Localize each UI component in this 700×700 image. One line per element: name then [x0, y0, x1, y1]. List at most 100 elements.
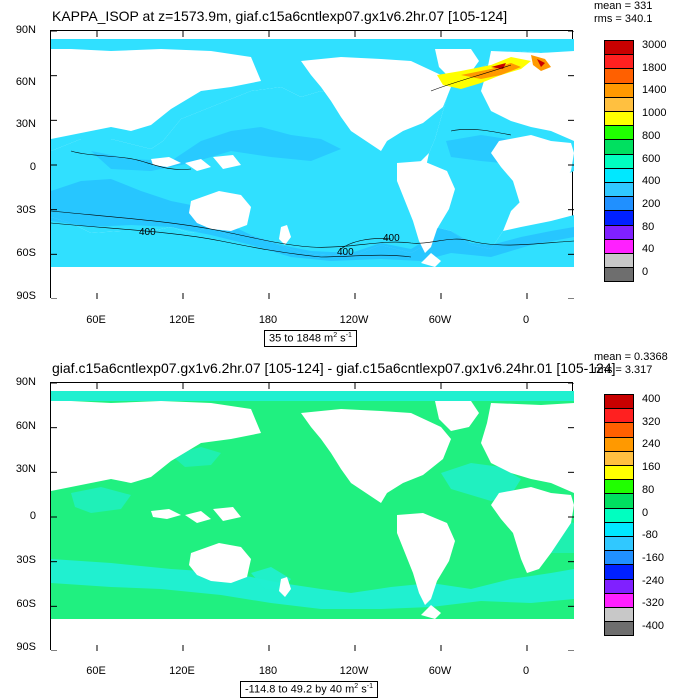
colorbar-swatch — [604, 507, 634, 523]
panel1-range-box: 35 to 1848 m2 s-1 — [264, 330, 357, 347]
panel1-mean: mean = 331 — [594, 0, 653, 12]
panel2-lon-label: 120W — [339, 665, 369, 677]
panel1-lon-label: 60W — [428, 314, 452, 326]
panel2-map-svg — [51, 383, 574, 651]
colorbar-swatch — [604, 564, 634, 580]
panel2-stats: mean = 0.3368 rms = 3.317 — [594, 351, 668, 377]
panel2-range-unit: s — [358, 683, 367, 696]
colorbar-swatch — [604, 253, 634, 269]
colorbar-swatch — [604, 479, 634, 495]
colorbar-swatch — [604, 40, 634, 56]
panel2-range-box: -114.8 to 49.2 by 40 m2 s-1 — [240, 681, 378, 698]
colorbar-swatch — [604, 578, 634, 594]
panel1-range-unit: s — [337, 332, 346, 345]
panel1-lat-label: 90S — [16, 290, 36, 302]
panel2-lon-label: 0 — [522, 665, 530, 677]
panel2-rms: rms = 3.317 — [594, 364, 653, 376]
panel1-lat-label: 30N — [15, 118, 36, 130]
colorbar-label: 400 — [642, 175, 661, 188]
colorbar-label: -400 — [642, 620, 665, 633]
panel1-lon-label: 60E — [86, 314, 106, 326]
colorbar-swatch — [604, 436, 634, 452]
colorbar-swatch — [604, 536, 634, 552]
panel2-range-exp: 2 — [354, 683, 359, 690]
colorbar-label: 240 — [642, 438, 661, 451]
panel1-colorbar: 3000 1800 1400 1000 800 600 400 200 80 40 0 — [604, 39, 694, 290]
colorbar-swatch — [604, 182, 634, 198]
colorbar-label: 40 — [642, 243, 655, 256]
colorbar-label: 1800 — [642, 61, 667, 74]
panel2-lat-label: 90N — [15, 376, 36, 388]
colorbar-swatch — [604, 607, 634, 623]
panel2-lon-label: 180 — [258, 665, 278, 677]
panel2-lat-label: 0 — [29, 510, 36, 522]
colorbar-label: 600 — [642, 152, 661, 165]
colorbar-label: 1400 — [642, 84, 667, 97]
panel2-lat-label: 60S — [16, 598, 36, 610]
panel1-range-exp: 2 — [333, 332, 338, 339]
panel2-lat-label: 90S — [16, 641, 36, 653]
panel1-lon-label: 0 — [522, 314, 530, 326]
panel2-range-text: -114.8 to 49.2 by 40 m — [245, 683, 355, 696]
panel2-lon-label: 60W — [428, 665, 452, 677]
panel1-rms: rms = 340.1 — [594, 13, 653, 25]
panel1-contour-label: 400 — [383, 233, 400, 244]
panel1-stats: mean = 331 rms = 340.1 — [594, 0, 652, 26]
panel1-map[interactable]: 400 400 400 — [50, 30, 574, 299]
colorbar-label: 160 — [642, 461, 661, 474]
colorbar-swatch — [604, 422, 634, 438]
panel2-colorbar: 400 320 240 160 80 0 -80 -160 -240 -320 -400 — [604, 393, 694, 644]
colorbar-swatch — [604, 450, 634, 466]
panel2-map[interactable] — [50, 382, 574, 651]
colorbar-swatch — [604, 196, 634, 212]
colorbar-label: 400 — [642, 393, 661, 405]
colorbar-label: 200 — [642, 198, 661, 211]
colorbar-swatch — [604, 493, 634, 509]
panel2-lon-label: 120E — [169, 665, 195, 677]
colorbar-label: -160 — [642, 552, 665, 565]
colorbar-swatch — [604, 521, 634, 537]
colorbar-swatch — [604, 210, 634, 226]
colorbar-label: -80 — [642, 529, 658, 542]
colorbar-swatch — [604, 592, 634, 608]
colorbar-swatch — [604, 394, 634, 410]
colorbar-swatch — [604, 139, 634, 155]
panel1-lat-label: 0 — [29, 161, 36, 173]
colorbar-swatch — [604, 267, 634, 283]
panel2-mean: mean = 0.3368 — [594, 351, 668, 363]
panel1-lat-label: 90N — [15, 24, 36, 36]
colorbar-swatch — [604, 111, 634, 127]
colorbar-label: -240 — [642, 574, 665, 587]
colorbar-label: 80 — [642, 220, 655, 233]
colorbar-label: -320 — [642, 597, 665, 610]
colorbar-swatch — [604, 153, 634, 169]
panel1-title: KAPPA_ISOP at z=1573.9m, giaf.c15a6cntle… — [52, 8, 508, 24]
panel1-range-exp2: -1 — [345, 332, 352, 339]
colorbar-swatch — [604, 550, 634, 566]
panel1-contour-labels: 400 400 400 — [139, 227, 400, 258]
panel2-title: giaf.c15a6cntlexp07.gx1v6.2hr.07 [105-12… — [52, 360, 616, 376]
panel2-range-exp2: -1 — [366, 683, 373, 690]
panel1-range-text: 35 to 1848 m — [269, 332, 334, 345]
colorbar-label: 800 — [642, 129, 661, 142]
colorbar-swatch — [604, 465, 634, 481]
colorbar-swatch — [604, 96, 634, 112]
panel1-map-svg: 400 400 400 — [51, 31, 574, 299]
colorbar-swatch — [604, 68, 634, 84]
colorbar-label: 0 — [642, 506, 649, 519]
colorbar-swatch — [604, 224, 634, 240]
colorbar-swatch — [604, 621, 634, 637]
colorbar-label: 320 — [642, 415, 661, 428]
panel1-lat-label: 60S — [16, 247, 36, 259]
panel1-lon-label: 180 — [258, 314, 278, 326]
colorbar-swatch — [604, 408, 634, 424]
panel1-lon-label: 120E — [169, 314, 195, 326]
colorbar-label: 0 — [642, 266, 649, 279]
panel2-lat-label: 30S — [16, 554, 36, 566]
colorbar-swatch — [604, 167, 634, 183]
colorbar-swatch — [604, 238, 634, 254]
colorbar-label: 80 — [642, 483, 655, 496]
panel1-contour-label: 400 — [337, 247, 354, 258]
panel1-contour-label: 400 — [139, 227, 156, 238]
colorbar-label: 3000 — [642, 39, 667, 51]
